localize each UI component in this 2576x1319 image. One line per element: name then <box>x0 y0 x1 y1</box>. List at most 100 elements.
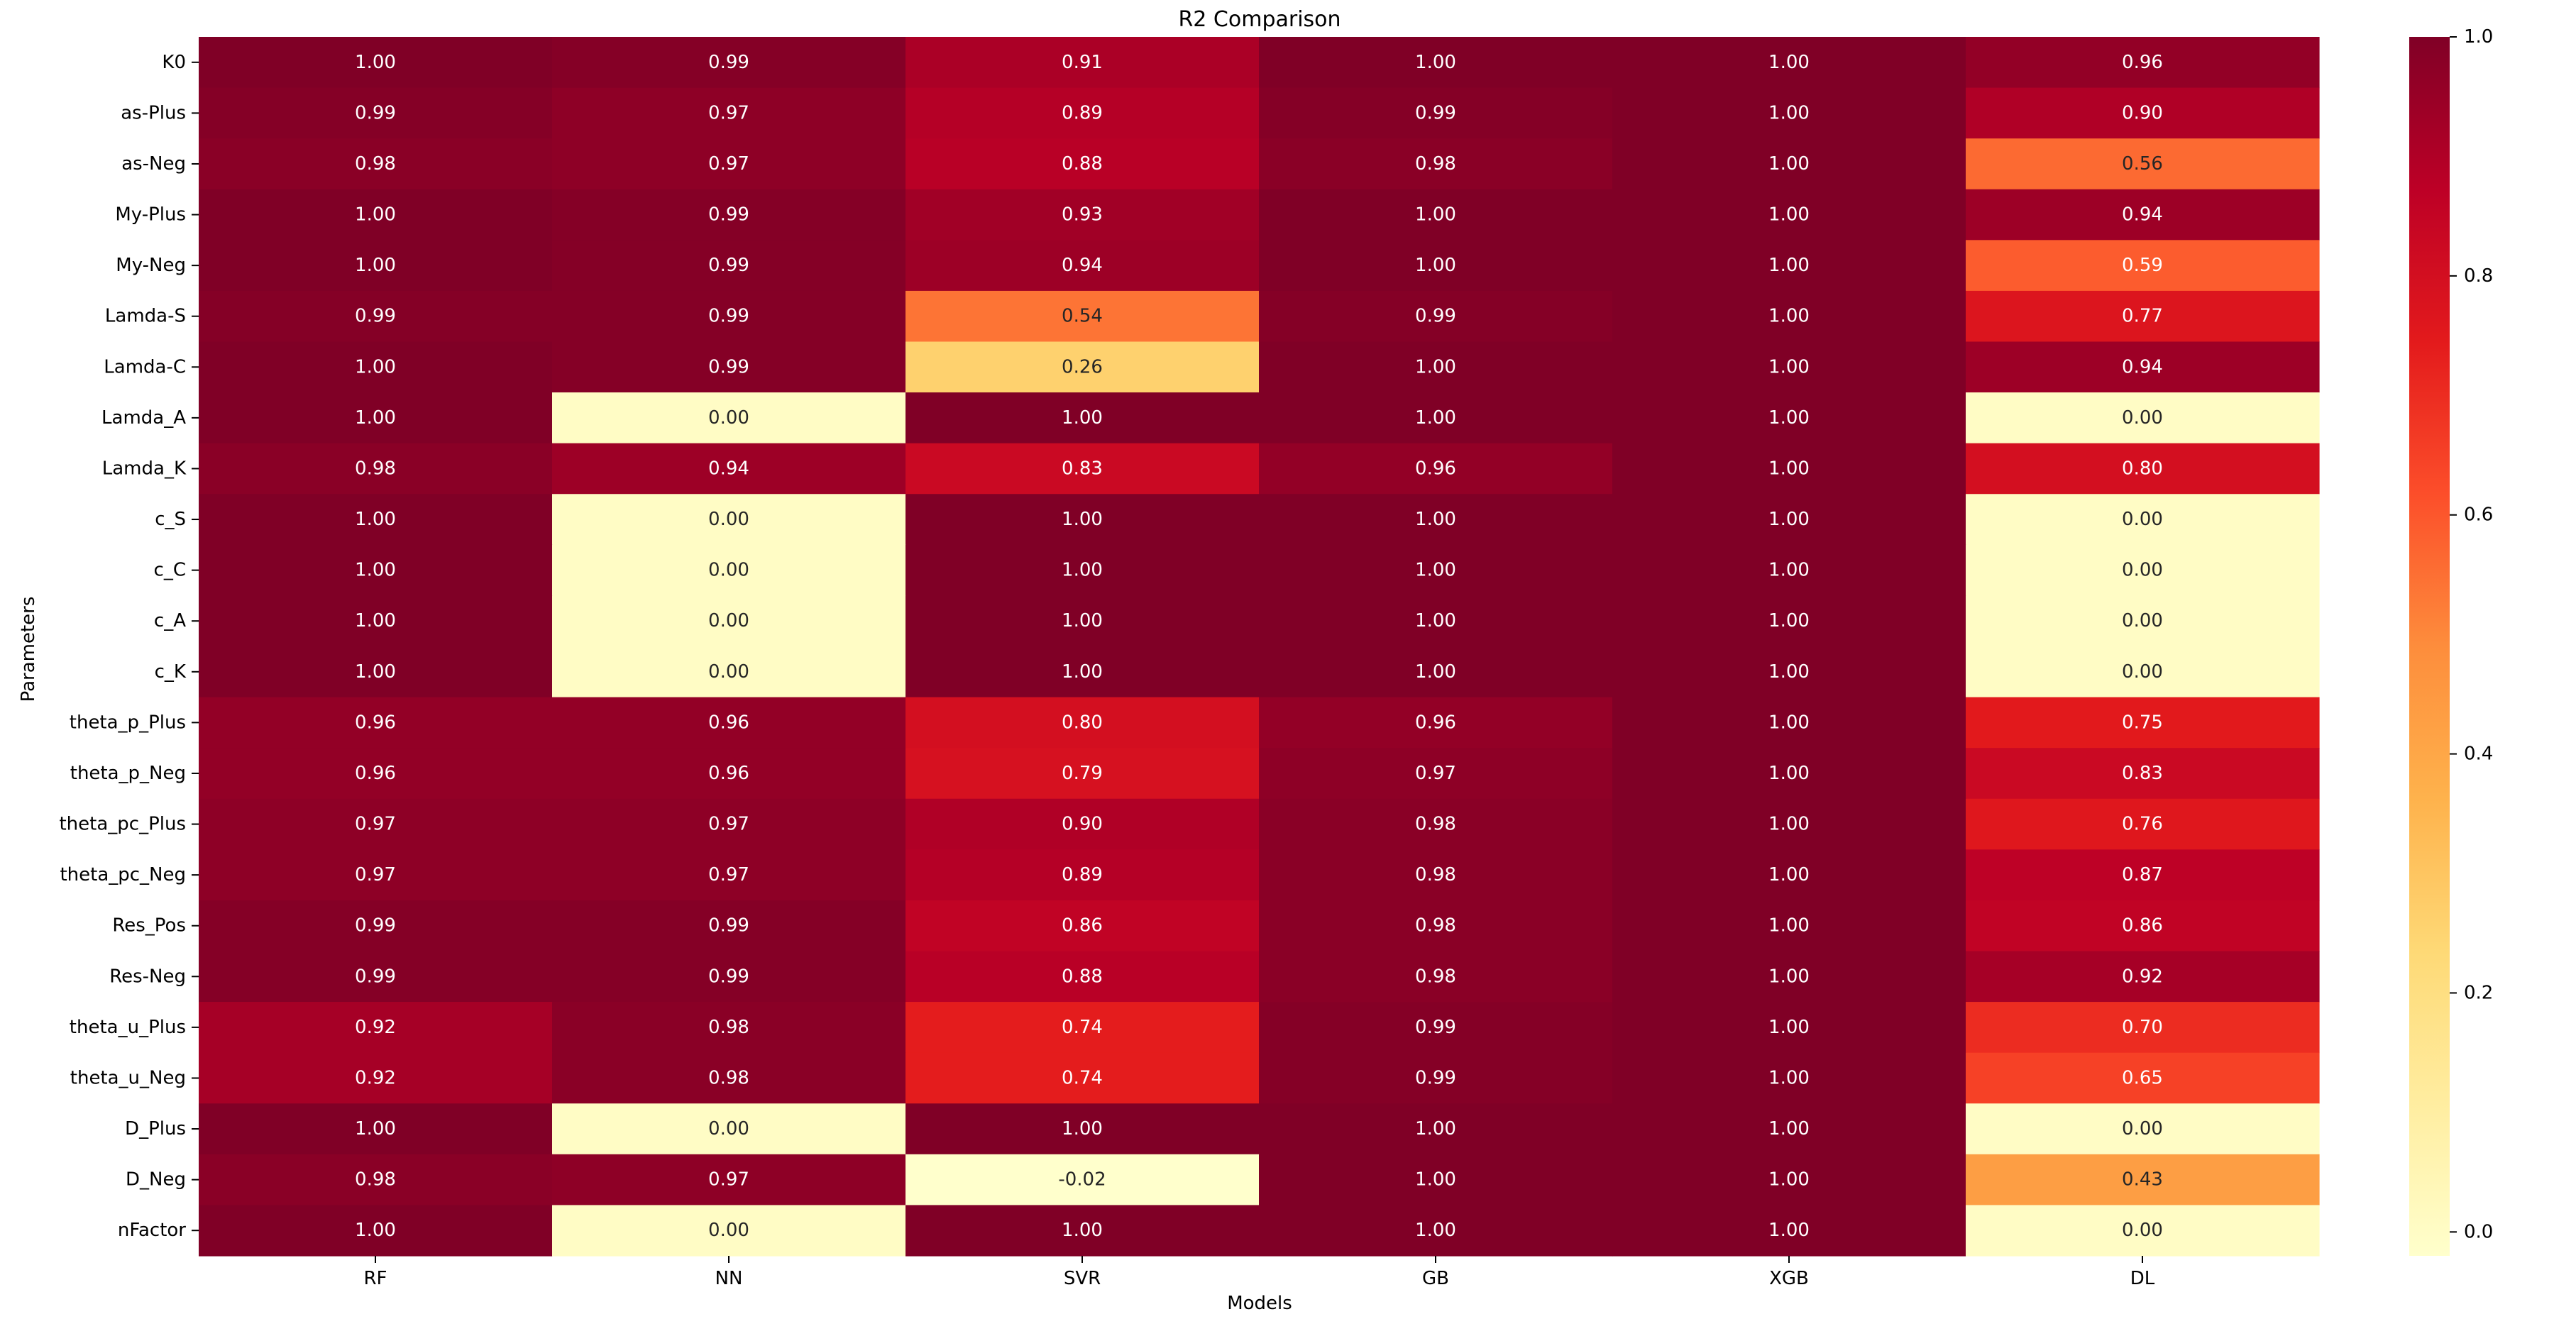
heatmap-cell-value: 0.98 <box>355 153 396 175</box>
heatmap-cells <box>199 37 2320 1257</box>
heatmap-cell-value: 1.00 <box>1062 1118 1103 1139</box>
heatmap-cell <box>1966 951 2320 1003</box>
heatmap-cell <box>552 1205 906 1257</box>
heatmap-cell-value: 0.87 <box>2122 864 2163 885</box>
heatmap-cell <box>1612 392 1966 444</box>
heatmap-cell <box>1966 1103 2320 1155</box>
heatmap-cell <box>906 1154 1260 1206</box>
y-tick-label: as-Neg <box>121 153 186 175</box>
heatmap-cell <box>552 87 906 139</box>
heatmap-cell-value: 1.00 <box>1768 153 1810 175</box>
heatmap-cell-value: 1.00 <box>355 1220 396 1241</box>
heatmap-cell <box>199 697 553 749</box>
heatmap-cell-value: 1.00 <box>1415 560 1456 581</box>
heatmap-cell <box>1966 595 2320 647</box>
y-tick-label: c_A <box>154 610 186 631</box>
heatmap-cell-value: 0.94 <box>2122 204 2163 226</box>
heatmap-cell-value: 0.98 <box>355 458 396 479</box>
y-tick-label: Lamda_A <box>101 407 186 429</box>
heatmap-cell <box>1259 1103 1613 1155</box>
y-tick-label: Res-Neg <box>109 966 186 987</box>
heatmap-cell-value: 1.00 <box>355 204 396 226</box>
y-tick-label: D_Plus <box>125 1118 186 1139</box>
heatmap-cell-labels: 1.00 0.99 0.91 1.00 1.00 0.96 0.99 0.97 0.89 0.99… <box>355 52 2163 1241</box>
heatmap-cell <box>552 748 906 800</box>
heatmap-cell <box>552 1103 906 1155</box>
heatmap-cell-value: 0.99 <box>708 356 749 377</box>
heatmap-cell <box>1259 798 1613 850</box>
heatmap-cell <box>552 900 906 952</box>
heatmap-cell <box>1612 341 1966 393</box>
heatmap-cell <box>199 87 553 139</box>
heatmap-cell <box>199 595 553 647</box>
heatmap-cell <box>199 443 553 495</box>
heatmap-cell-value: 0.83 <box>1062 458 1103 479</box>
heatmap-cell <box>199 1002 553 1054</box>
heatmap-cell-value: 0.96 <box>2122 52 2163 73</box>
heatmap-cell-value: 0.99 <box>1415 1067 1456 1088</box>
heatmap-cell-value: 0.99 <box>355 966 396 987</box>
heatmap-cell-value: 1.00 <box>1415 1169 1456 1191</box>
heatmap-cell <box>552 646 906 698</box>
x-tick-label: GB <box>1422 1268 1449 1289</box>
y-tick-label: theta_p_Neg <box>70 763 186 784</box>
heatmap-cell <box>552 392 906 444</box>
heatmap-cell-value: 1.00 <box>1768 509 1810 530</box>
heatmap-cell-value: 0.90 <box>2122 102 2163 123</box>
heatmap-cell-value: 1.00 <box>1768 610 1810 631</box>
heatmap-cell-value: 0.92 <box>2122 966 2163 987</box>
heatmap-cell-value: 1.00 <box>355 52 396 73</box>
heatmap-cell <box>1966 798 2320 850</box>
heatmap-cell <box>199 900 553 952</box>
heatmap-cell-value: 0.00 <box>708 1118 749 1139</box>
heatmap-cell <box>906 290 1260 343</box>
heatmap-cell <box>199 1052 553 1104</box>
colorbar-tick-label: 0.0 <box>2464 1221 2493 1242</box>
y-tick-label: theta_u_Neg <box>70 1067 186 1088</box>
heatmap-cell <box>906 392 1260 444</box>
heatmap-cell <box>199 1103 553 1155</box>
heatmap-cell-value: 0.98 <box>355 1169 396 1191</box>
heatmap-cell-value: 0.94 <box>708 458 749 479</box>
heatmap-cell-value: 1.00 <box>1768 356 1810 377</box>
heatmap-cell <box>1966 138 2320 190</box>
heatmap-cell <box>552 697 906 749</box>
y-tick-label: D_Neg <box>126 1169 186 1191</box>
heatmap-cell <box>552 290 906 343</box>
y-axis: K0 as-Plus as-Neg My-Plus My-Neg Lamda-S Lamda… <box>59 52 199 1241</box>
heatmap-cell <box>1259 1154 1613 1206</box>
heatmap-cell <box>1966 87 2320 139</box>
heatmap-cell-value: 0.96 <box>355 712 396 733</box>
heatmap-cell-value: 1.00 <box>1768 306 1810 327</box>
heatmap-cell-value: 0.97 <box>708 864 749 885</box>
heatmap-cell-value: 0.88 <box>1062 966 1103 987</box>
colorbar-tick-label: 0.6 <box>2464 504 2493 526</box>
heatmap-cell-value: 1.00 <box>1768 1118 1810 1139</box>
heatmap-cell <box>1966 392 2320 444</box>
heatmap-cell-value: 0.99 <box>355 306 396 327</box>
heatmap-cell <box>1966 1205 2320 1257</box>
y-tick-label: theta_u_Plus <box>70 1017 186 1038</box>
y-tick-label: theta_pc_Neg <box>60 864 186 885</box>
colorbar-gradient <box>2409 37 2450 1256</box>
heatmap-cell-value: 1.00 <box>1768 814 1810 835</box>
heatmap-cell <box>1612 595 1966 647</box>
heatmap-cell <box>1259 37 1613 89</box>
heatmap-cell <box>1612 1052 1966 1104</box>
heatmap-cell-value: 1.00 <box>1768 407 1810 429</box>
heatmap-cell-value: 0.99 <box>708 915 749 937</box>
heatmap-cell-value: 0.98 <box>1415 864 1456 885</box>
heatmap-cell-value: 1.00 <box>355 1118 396 1139</box>
colorbar-ticks: 0.0 0.2 0.4 0.6 0.8 1.0 <box>2450 26 2493 1242</box>
heatmap-cell <box>1612 1002 1966 1054</box>
heatmap-cell-value: 0.86 <box>2122 915 2163 937</box>
colorbar-tick-label: 0.2 <box>2464 982 2493 1003</box>
heatmap-cell <box>1966 1154 2320 1206</box>
heatmap-cell <box>199 849 553 901</box>
heatmap-cell-value: 1.00 <box>1768 1169 1810 1191</box>
heatmap-cell-value: 1.00 <box>1768 712 1810 733</box>
heatmap-cell-value: 1.00 <box>1768 52 1810 73</box>
heatmap-cell-value: 0.77 <box>2122 306 2163 327</box>
heatmap-cell-value: 0.93 <box>1062 204 1103 226</box>
heatmap-cell-value: 0.96 <box>355 763 396 784</box>
